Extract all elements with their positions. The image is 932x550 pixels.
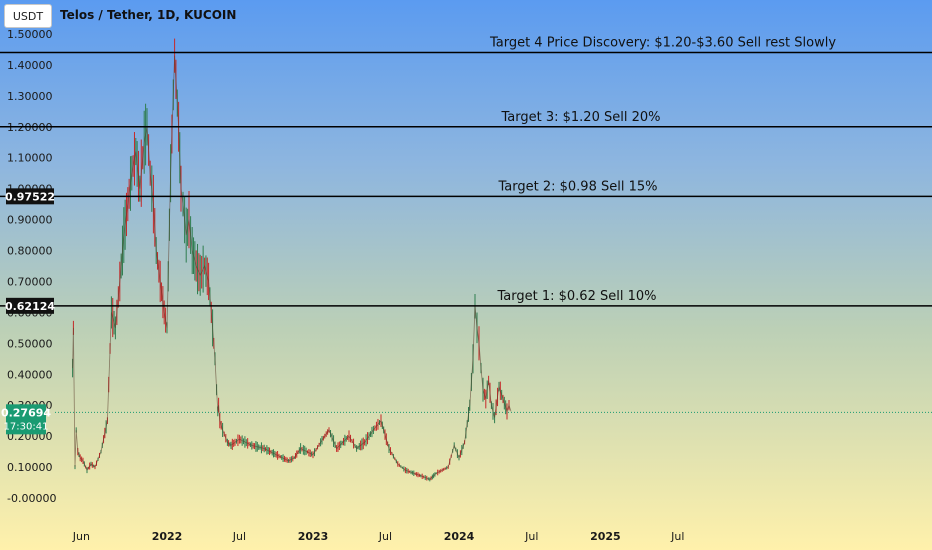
y-tick-label: 0.80000 xyxy=(7,245,53,258)
x-tick-label: 2025 xyxy=(590,530,621,543)
x-tick-label: Jul xyxy=(378,530,392,543)
current-price-value: 0.27694 xyxy=(1,406,51,419)
current-price-countdown: 17:30:41 xyxy=(4,421,49,432)
y-tick-label: 1.30000 xyxy=(7,90,53,103)
x-tick-label: 2024 xyxy=(444,530,475,543)
level-price-badge-text: 0.97522 xyxy=(5,190,55,203)
price-series xyxy=(72,38,512,482)
y-tick-label: 1.40000 xyxy=(7,59,53,72)
x-tick-label: Jul xyxy=(524,530,538,543)
target-level-label: Target 1: $0.62 Sell 10% xyxy=(497,289,657,304)
level-price-badge xyxy=(6,297,54,314)
x-tick-label: Jul xyxy=(232,530,246,543)
target-level-label: Target 4 Price Discovery: $1.20-$3.60 Se… xyxy=(489,36,836,51)
level-price-badge-text: 0.62124 xyxy=(5,300,55,313)
y-tick-label: 1.10000 xyxy=(7,152,53,165)
x-tick-label: 2022 xyxy=(152,530,183,543)
x-tick-label: Jul xyxy=(670,530,684,543)
x-tick-label: 2023 xyxy=(298,530,329,543)
y-tick-label: 0.50000 xyxy=(7,337,53,350)
target-level-label: Target 3: $1.20 Sell 20% xyxy=(501,110,661,125)
current-price-marker: 0.27694 17:30:41 xyxy=(1,404,932,435)
symbol-label: USDT xyxy=(12,9,44,23)
x-tick-label: Jun xyxy=(72,530,90,543)
y-tick-label: 0.10000 xyxy=(7,461,53,474)
chart-title: Telos / Tether, 1D, KUCOIN xyxy=(60,8,237,22)
target-level-label: Target 2: $0.98 Sell 15% xyxy=(498,179,658,194)
current-price-badge xyxy=(6,404,46,435)
price-line xyxy=(72,55,512,480)
y-tick-label: 1.50000 xyxy=(7,28,53,41)
y-tick-label: 0.70000 xyxy=(7,275,53,288)
target-levels: Target 4 Price Discovery: $1.20-$3.60 Se… xyxy=(0,36,932,314)
symbol-selector[interactable]: USDT xyxy=(4,4,52,28)
y-tick-label: 0.40000 xyxy=(7,368,53,381)
y-tick-label: -0.00000 xyxy=(7,492,56,505)
y-tick-label: 0.90000 xyxy=(7,214,53,227)
x-axis: Jun 2022 Jul 2023 Jul 2024 Jul 2025 Jul xyxy=(72,530,685,543)
level-price-badge xyxy=(6,188,54,205)
